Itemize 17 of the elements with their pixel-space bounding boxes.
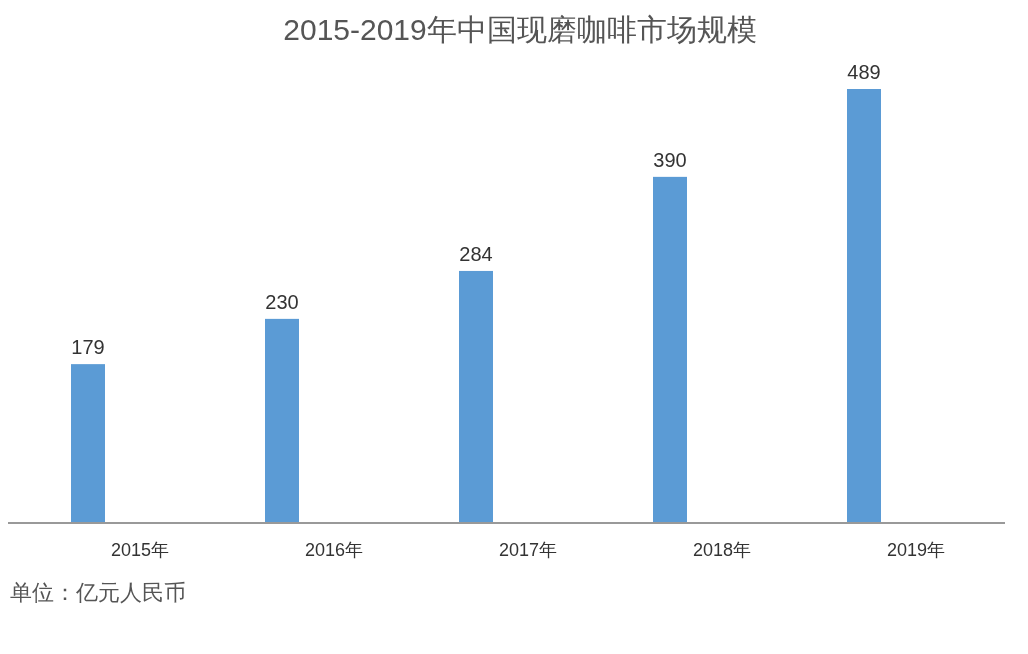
x-tick-label: 2019年: [886, 540, 946, 560]
bar: [71, 364, 105, 523]
data-label: 230: [265, 290, 299, 313]
x-tick-label: 2017年: [498, 540, 558, 560]
data-label: 489: [847, 61, 881, 83]
data-label: 284: [459, 242, 493, 265]
text: 单位：亿元人民币: [10, 580, 186, 605]
bar: [653, 176, 687, 523]
x-tick-label: 2018年: [692, 540, 752, 560]
chart-title: 2015-2019年中国现磨咖啡市场规模: [283, 13, 757, 46]
bar: [847, 89, 881, 523]
data-label: 179: [71, 336, 105, 359]
bar: [459, 270, 493, 523]
data-label: 390: [653, 148, 687, 171]
bar: [265, 318, 299, 523]
x-tick-label: 2016年: [304, 540, 364, 560]
x-tick-label: 2015年: [110, 540, 170, 560]
